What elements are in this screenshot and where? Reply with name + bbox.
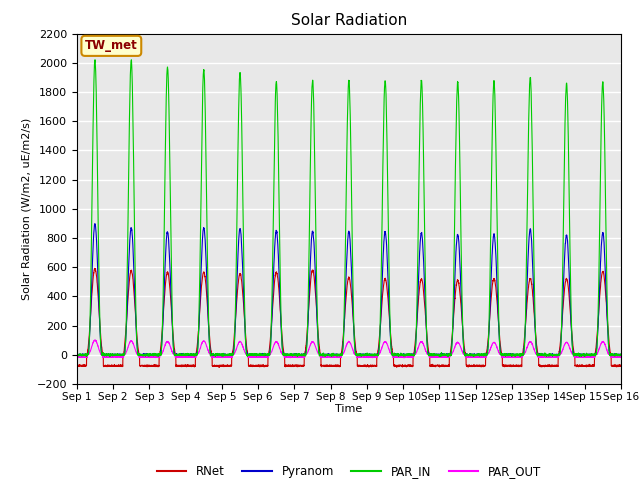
RNet: [215, 365, 223, 371]
PAR_OUT: [400, 355, 408, 360]
RNet: [329, 363, 337, 369]
Line: PAR_OUT: PAR_OUT: [77, 340, 621, 358]
RNet: [171, 348, 179, 354]
RNet: [441, 363, 449, 369]
PAR_IN: [106, 354, 114, 360]
Pyranom: [91, 221, 99, 227]
PAR_OUT: [471, 354, 479, 360]
X-axis label: Time: Time: [335, 405, 362, 414]
PAR_OUT: [171, 352, 179, 358]
Legend: RNet, Pyranom, PAR_IN, PAR_OUT: RNet, Pyranom, PAR_IN, PAR_OUT: [152, 461, 545, 480]
PAR_IN: [616, 351, 624, 357]
PAR_OUT: [441, 354, 449, 360]
Pyranom: [471, 352, 479, 358]
RNet: [617, 363, 625, 369]
RNet: [73, 362, 81, 368]
PAR_IN: [329, 352, 337, 358]
Text: TW_met: TW_met: [85, 39, 138, 52]
PAR_OUT: [502, 354, 509, 360]
PAR_IN: [617, 352, 625, 358]
Pyranom: [502, 352, 509, 358]
PAR_OUT: [616, 354, 624, 360]
Pyranom: [617, 352, 625, 358]
Pyranom: [171, 352, 179, 358]
Line: PAR_IN: PAR_IN: [77, 60, 621, 357]
Line: RNet: RNet: [77, 268, 621, 368]
PAR_OUT: [617, 354, 625, 360]
Pyranom: [329, 351, 337, 357]
PAR_OUT: [91, 337, 99, 343]
RNet: [91, 265, 99, 271]
Y-axis label: Solar Radiation (W/m2, uE/m2/s): Solar Radiation (W/m2, uE/m2/s): [21, 118, 31, 300]
RNet: [471, 363, 479, 369]
PAR_IN: [502, 353, 509, 359]
Title: Solar Radiation: Solar Radiation: [291, 13, 407, 28]
PAR_OUT: [329, 354, 337, 360]
Pyranom: [428, 353, 436, 359]
PAR_IN: [171, 352, 179, 358]
PAR_IN: [73, 352, 81, 358]
PAR_OUT: [73, 354, 81, 360]
Pyranom: [441, 352, 449, 358]
RNet: [502, 363, 509, 369]
RNet: [616, 363, 624, 369]
Pyranom: [616, 352, 624, 358]
PAR_IN: [471, 352, 479, 358]
Line: Pyranom: Pyranom: [77, 224, 621, 356]
Pyranom: [73, 352, 81, 358]
PAR_IN: [441, 351, 449, 357]
PAR_IN: [91, 57, 99, 62]
